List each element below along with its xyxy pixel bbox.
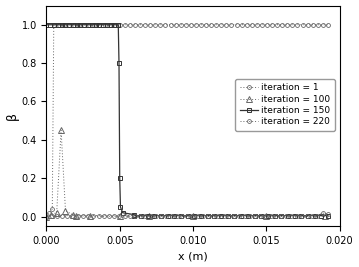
- iteration = 220: [149, 214, 153, 217]
- iteration = 1: [234, 23, 239, 26]
- iteration = 150: [93, 23, 98, 26]
- iteration = 100: [44, 215, 48, 218]
- Y-axis label: β: β: [5, 112, 19, 120]
- iteration = 100: [88, 215, 93, 218]
- iteration = 220: [75, 214, 80, 217]
- iteration = 100: [63, 209, 67, 213]
- Legend: iteration = 1, iteration = 100, iteration = 150, iteration = 220: iteration = 1, iteration = 100, iteratio…: [235, 79, 335, 131]
- iteration = 1: [255, 23, 259, 26]
- iteration = 150: [117, 61, 121, 65]
- iteration = 220: [44, 215, 48, 218]
- iteration = 150: [44, 23, 48, 26]
- Line: iteration = 150: iteration = 150: [45, 23, 330, 218]
- iteration = 100: [191, 215, 195, 218]
- iteration = 220: [315, 214, 320, 217]
- iteration = 100: [55, 211, 59, 214]
- iteration = 100: [71, 213, 75, 216]
- iteration = 1: [112, 23, 117, 26]
- iteration = 1: [326, 23, 330, 26]
- iteration = 150: [292, 214, 297, 217]
- iteration = 100: [74, 214, 78, 217]
- iteration = 1: [44, 215, 48, 218]
- iteration = 1: [107, 23, 112, 26]
- Line: iteration = 220: iteration = 220: [45, 211, 330, 218]
- iteration = 150: [319, 214, 323, 217]
- iteration = 100: [49, 213, 53, 216]
- Line: iteration = 100: iteration = 100: [44, 127, 328, 219]
- iteration = 1: [316, 23, 320, 26]
- iteration = 1: [52, 23, 56, 26]
- iteration = 100: [59, 129, 63, 132]
- iteration = 100: [118, 215, 122, 218]
- iteration = 100: [323, 215, 327, 218]
- iteration = 150: [67, 23, 71, 26]
- X-axis label: x (m): x (m): [178, 252, 208, 261]
- iteration = 220: [321, 211, 325, 215]
- iteration = 220: [112, 214, 116, 217]
- iteration = 220: [97, 214, 101, 217]
- iteration = 150: [132, 214, 136, 217]
- iteration = 150: [82, 23, 87, 26]
- iteration = 220: [326, 212, 330, 215]
- iteration = 1: [285, 23, 289, 26]
- iteration = 100: [147, 215, 151, 218]
- iteration = 220: [294, 214, 299, 217]
- iteration = 150: [326, 214, 330, 217]
- iteration = 100: [264, 215, 269, 218]
- Line: iteration = 1: iteration = 1: [45, 23, 330, 218]
